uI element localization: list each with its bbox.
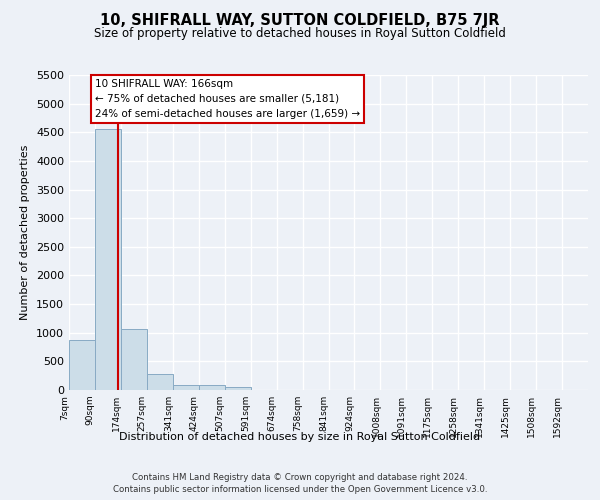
- Bar: [69, 340, 95, 390]
- Bar: [121, 330, 147, 390]
- Text: Contains HM Land Registry data © Crown copyright and database right 2024.: Contains HM Land Registry data © Crown c…: [132, 472, 468, 482]
- Bar: [147, 374, 173, 390]
- Bar: [199, 386, 224, 390]
- Text: 10 SHIFRALL WAY: 166sqm
← 75% of detached houses are smaller (5,181)
24% of semi: 10 SHIFRALL WAY: 166sqm ← 75% of detache…: [95, 79, 360, 118]
- Bar: [95, 129, 121, 390]
- Text: 10, SHIFRALL WAY, SUTTON COLDFIELD, B75 7JR: 10, SHIFRALL WAY, SUTTON COLDFIELD, B75 …: [100, 12, 500, 28]
- Text: Distribution of detached houses by size in Royal Sutton Coldfield: Distribution of detached houses by size …: [119, 432, 481, 442]
- Text: Size of property relative to detached houses in Royal Sutton Coldfield: Size of property relative to detached ho…: [94, 28, 506, 40]
- Y-axis label: Number of detached properties: Number of detached properties: [20, 145, 31, 320]
- Text: Contains public sector information licensed under the Open Government Licence v3: Contains public sector information licen…: [113, 485, 487, 494]
- Bar: [224, 387, 251, 390]
- Bar: [173, 385, 199, 390]
